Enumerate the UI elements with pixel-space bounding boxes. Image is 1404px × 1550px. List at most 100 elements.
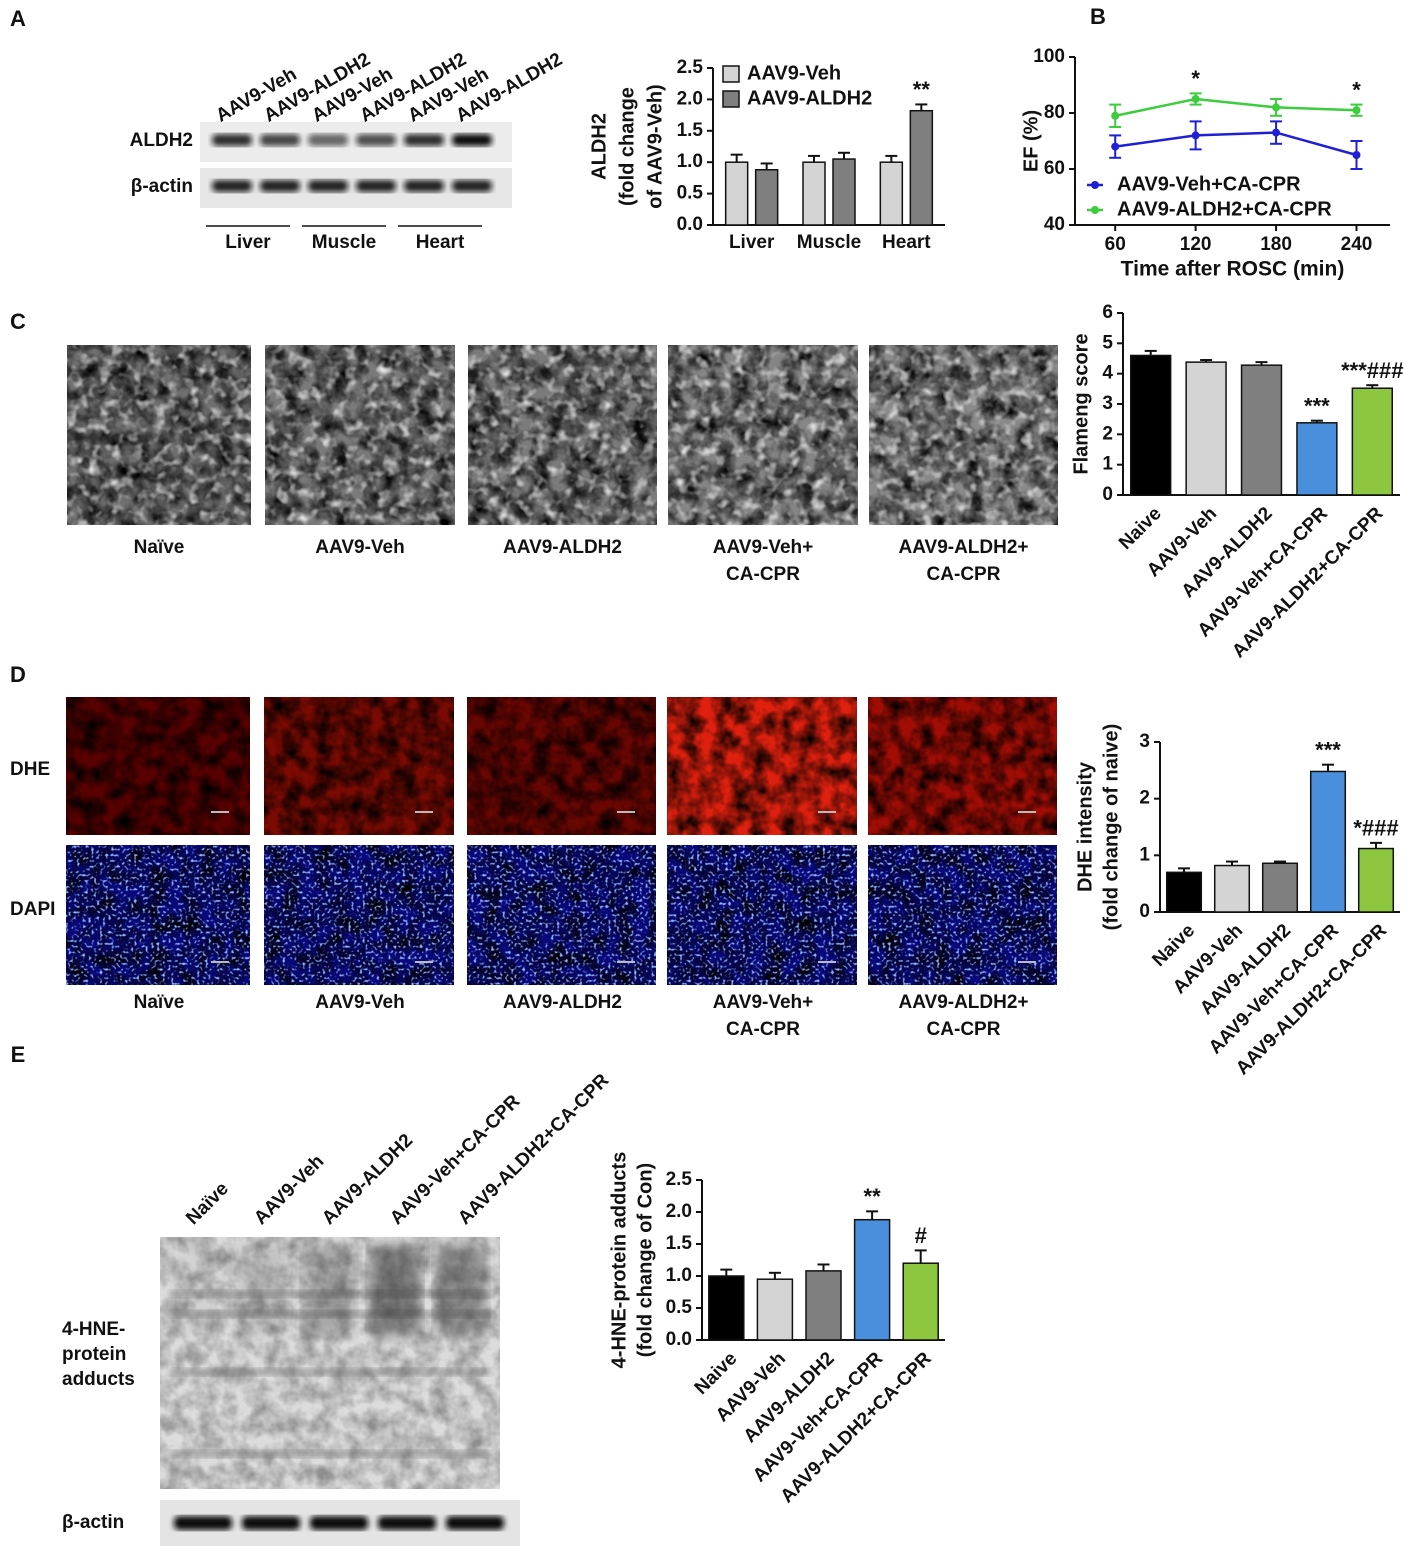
lane-label: AAV9-Veh: [250, 1151, 328, 1229]
image-caption: CA-CPR: [726, 564, 800, 585]
image-caption: AAV9-Veh: [315, 537, 404, 558]
significance-label: **: [913, 77, 931, 102]
legend-label: AAV9-ALDH2: [747, 87, 872, 109]
group-label: Liver: [225, 232, 271, 253]
y-axis-label: ALDH2: [588, 113, 610, 180]
blot-band: [308, 134, 348, 146]
micrograph-texture: [667, 697, 857, 835]
blot-band: [452, 134, 492, 146]
x-tick-label: 60: [1105, 234, 1126, 255]
y-tick-label: 3: [1102, 393, 1113, 414]
bar: [1309, 770, 1347, 913]
y-axis-label: (fold change of Con): [634, 1163, 656, 1357]
data-point: [1352, 151, 1361, 159]
micrograph-texture: [265, 345, 455, 525]
bar: [1357, 847, 1395, 913]
image-caption: CA-CPR: [726, 1019, 800, 1040]
micrograph-texture: [668, 345, 858, 525]
blot-band: [174, 1516, 232, 1530]
image-caption: AAV9-Veh+: [713, 992, 814, 1013]
y-tick-label: 4: [1102, 363, 1113, 384]
significance-label: ***: [1304, 393, 1330, 418]
group-label: Heart: [416, 232, 465, 253]
y-tick-label: 1.5: [666, 1233, 693, 1254]
legend-swatch: [722, 65, 740, 83]
series-line: [1115, 131, 1357, 157]
y-tick-label: 1.5: [677, 120, 704, 141]
blot-smear: [370, 1245, 420, 1335]
x-tick-label: Muscle: [797, 232, 861, 253]
micrograph-texture: [264, 697, 454, 835]
x-axis-label: Time after ROSC (min): [1121, 258, 1345, 281]
bar: [1185, 361, 1227, 496]
image-caption: CA-CPR: [927, 1019, 1001, 1040]
lane-label: Naïve: [182, 1178, 233, 1229]
y-axis-label: Flameng score: [1070, 333, 1092, 474]
blot-band: [242, 1516, 300, 1530]
y-tick-label: 2: [1139, 788, 1150, 809]
blot-row-label: adducts: [62, 1369, 135, 1390]
x-tick-label: 180: [1260, 234, 1292, 255]
group-label: Muscle: [312, 232, 376, 253]
blot-smear: [238, 1245, 288, 1335]
blot-band: [260, 134, 300, 146]
blot-band: [308, 180, 348, 192]
bar: [724, 161, 749, 226]
bar: [909, 109, 934, 226]
blot-smear: [436, 1245, 486, 1335]
data-point: [1111, 111, 1120, 120]
blot-row-label: β-actin: [131, 176, 193, 197]
data-point: [1272, 128, 1281, 137]
legend-swatch: [1091, 206, 1099, 214]
image-caption: AAV9-ALDH2: [503, 992, 622, 1013]
y-tick-label: 100: [1033, 46, 1065, 67]
micrograph-texture: [868, 845, 1057, 985]
micrograph-texture: [66, 697, 250, 835]
image-caption: CA-CPR: [927, 564, 1001, 585]
blot-smear: [304, 1245, 354, 1335]
data-point: [1191, 131, 1200, 140]
lane-label: AAV9-Veh+CA-CPR: [386, 1091, 524, 1229]
micrograph-texture: [468, 345, 657, 525]
y-axis-label: DHE intensity: [1074, 761, 1096, 892]
bar: [853, 1218, 891, 1341]
bar: [708, 1275, 745, 1341]
y-tick-label: 1.0: [666, 1265, 692, 1286]
micrograph-texture: [467, 697, 656, 835]
bar: [1351, 387, 1393, 496]
blot-band: [212, 180, 252, 192]
series-line: [1114, 97, 1357, 118]
blot-band: [446, 1516, 504, 1530]
image-caption: AAV9-Veh: [315, 992, 404, 1013]
micrograph-texture: [264, 845, 454, 985]
y-tick-label: 0: [1102, 484, 1113, 505]
blot-band: [378, 1516, 436, 1530]
y-tick-label: 0.0: [677, 214, 703, 235]
y-axis-label: of AAV9-Veh): [644, 84, 666, 208]
bar: [802, 161, 826, 226]
blot-band: [404, 180, 444, 192]
y-tick-label: 2: [1102, 423, 1113, 444]
y-tick-label: 0.0: [666, 1329, 692, 1350]
bar: [1261, 862, 1299, 913]
bar: [1296, 422, 1338, 496]
micrograph-texture: [868, 697, 1057, 835]
image-caption: AAV9-ALDH2: [503, 537, 622, 558]
y-tick-label: 0: [1139, 901, 1150, 922]
y-axis-label: (fold change: [616, 87, 638, 206]
image-row-label: DHE: [10, 759, 50, 780]
legend-label: AAV9-ALDH2+CA-CPR: [1117, 198, 1332, 220]
data-point: [1272, 103, 1281, 112]
image-row-label: DAPI: [10, 899, 55, 920]
blot-band: [310, 1516, 368, 1530]
blot-band: [452, 180, 492, 192]
blot-row-label: β-actin: [62, 1512, 124, 1533]
bar: [1165, 871, 1203, 913]
bar: [756, 1278, 794, 1341]
y-tick-label: 3: [1139, 731, 1150, 752]
y-tick-label: 6: [1102, 302, 1113, 323]
x-tick-label: 240: [1341, 234, 1373, 255]
image-caption: Naïve: [134, 537, 185, 558]
bar: [1213, 864, 1251, 913]
blot-band: [170, 1368, 490, 1376]
